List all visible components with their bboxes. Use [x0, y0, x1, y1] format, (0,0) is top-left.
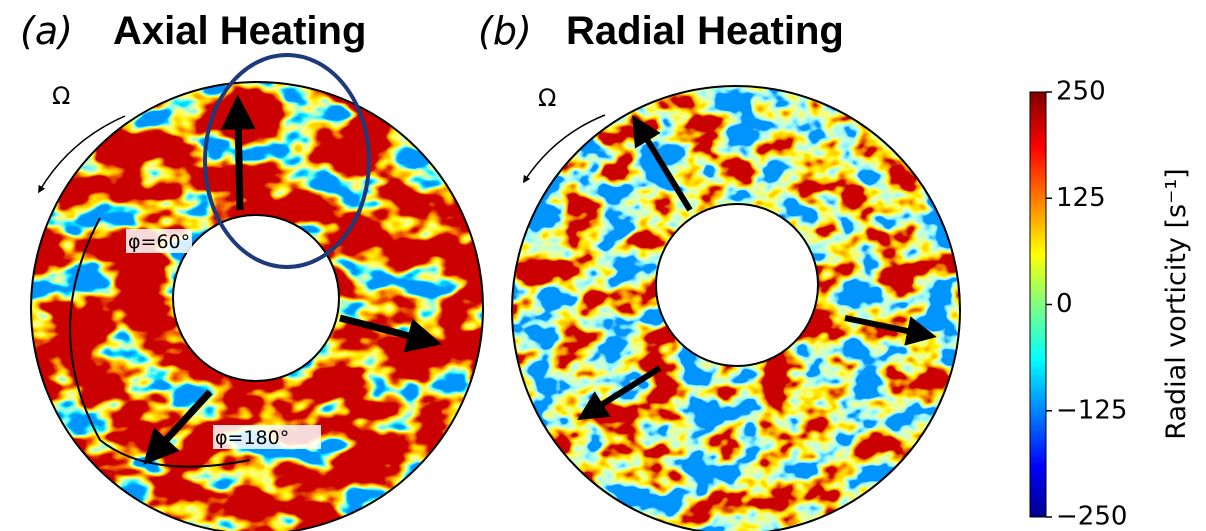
annulus-b: Ω: [512, 84, 960, 531]
tick-label: −250: [1056, 502, 1127, 531]
inner-edge: [173, 215, 339, 381]
angle-label: φ=180°: [215, 427, 289, 449]
tick-label: −125: [1056, 395, 1127, 425]
panel-title: Axial Heating: [113, 9, 366, 53]
colorbar-ticks: 250 125 0 −125 −250: [1046, 77, 1127, 531]
colorbar-label: Radial vorticity [s⁻¹]: [1161, 168, 1192, 439]
panel-title: Radial Heating: [566, 9, 844, 53]
tick-label: 0: [1056, 289, 1073, 319]
panel-letter: (a): [20, 9, 73, 53]
rotation-label: Ω: [52, 82, 70, 110]
annulus-a: Ω φ=60° φ=180°: [31, 55, 483, 531]
figure: (a) Axial Heating (b) Radial Heating Ω φ…: [0, 0, 1206, 531]
tick-label: 250: [1056, 77, 1106, 107]
rotation-label: Ω: [538, 84, 556, 112]
angle-label: φ=60°: [128, 231, 190, 253]
tick-label: 125: [1056, 183, 1106, 213]
colorbar: [1030, 92, 1046, 517]
panel-letter: (b): [478, 9, 532, 53]
inner-edge: [656, 204, 818, 366]
